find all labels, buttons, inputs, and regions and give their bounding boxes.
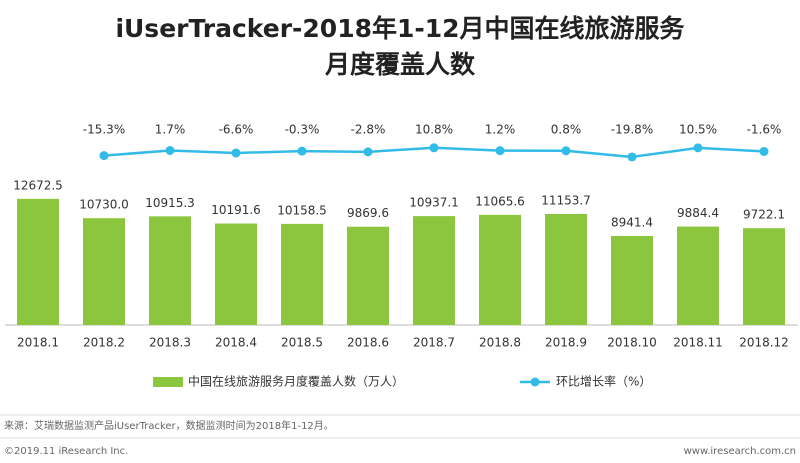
- bar: [743, 228, 785, 325]
- growth-point: [627, 152, 637, 162]
- x-tick-label: 2018.10: [607, 336, 657, 350]
- bar: [611, 235, 653, 325]
- bar-label: 12672.5: [13, 178, 63, 192]
- growth-point: [495, 146, 505, 156]
- bar: [677, 226, 719, 325]
- growth-point: [99, 151, 109, 161]
- growth-label: 1.2%: [485, 123, 516, 137]
- bar-label: 11153.7: [541, 193, 591, 207]
- growth-label: 1.7%: [155, 123, 186, 137]
- growth-point: [297, 146, 307, 156]
- growth-label: -0.3%: [285, 123, 320, 137]
- growth-point: [363, 147, 373, 157]
- x-tick-label: 2018.7: [413, 336, 455, 350]
- legend-swatch: [530, 377, 540, 387]
- chart-subtitle: 月度覆盖人数: [324, 50, 476, 79]
- bar: [215, 223, 257, 325]
- bar-label: 9722.1: [743, 208, 785, 222]
- growth-label: -15.3%: [83, 123, 125, 137]
- bar-label: 10191.6: [211, 203, 261, 217]
- bar-label: 10937.1: [409, 196, 459, 210]
- x-tick-label: 2018.1: [17, 336, 59, 350]
- source: 来源：艾瑞数据监测产品iUserTracker，数据监测时间为2018年1-12…: [4, 419, 334, 432]
- bar-label: 11065.6: [475, 194, 525, 208]
- bar: [83, 218, 125, 325]
- bar: [281, 223, 323, 325]
- copyright: ©2019.11 iResearch Inc.: [4, 446, 128, 457]
- legend-swatch: [153, 377, 183, 387]
- x-tick-label: 2018.9: [545, 336, 587, 350]
- bar: [17, 198, 59, 325]
- legend-label: 中国在线旅游服务月度覆盖人数（万人）: [188, 374, 404, 389]
- bar-label: 10730.0: [79, 198, 129, 212]
- x-tick-label: 2018.3: [149, 336, 191, 350]
- growth-label: -1.6%: [747, 123, 782, 137]
- x-tick-label: 2018.5: [281, 336, 323, 350]
- bar-label: 8941.4: [611, 215, 653, 229]
- growth-point: [693, 143, 703, 153]
- bar-label: 9884.4: [677, 206, 719, 220]
- growth-point: [165, 145, 175, 155]
- growth-label: 10.8%: [415, 123, 453, 137]
- bar-label: 10915.3: [145, 196, 195, 210]
- growth-label: 10.5%: [679, 123, 717, 137]
- bar: [545, 213, 587, 325]
- bar: [347, 226, 389, 325]
- bar: [149, 216, 191, 325]
- bar: [479, 214, 521, 325]
- growth-point: [759, 146, 769, 156]
- x-tick-label: 2018.11: [673, 336, 723, 350]
- growth-label: -6.6%: [219, 123, 254, 137]
- x-tick-label: 2018.8: [479, 336, 521, 350]
- x-tick-label: 2018.6: [347, 336, 389, 350]
- x-tick-label: 2018.2: [83, 336, 125, 350]
- growth-label: 0.8%: [551, 123, 582, 137]
- x-tick-label: 2018.4: [215, 336, 257, 350]
- website: www.iresearch.com.cn: [684, 446, 796, 457]
- growth-point: [561, 146, 571, 156]
- bar-label: 9869.6: [347, 206, 389, 220]
- x-tick-label: 2018.12: [739, 336, 789, 350]
- growth-point: [429, 143, 439, 153]
- chart-title: iUserTracker-2018年1-12月中国在线旅游服务: [115, 14, 684, 43]
- legend-label: 环比增长率（%）: [556, 374, 651, 389]
- bar: [413, 216, 455, 325]
- bar-label: 10158.5: [277, 203, 327, 217]
- growth-point: [231, 148, 241, 158]
- growth-label: -19.8%: [611, 123, 653, 137]
- growth-label: -2.8%: [351, 123, 386, 137]
